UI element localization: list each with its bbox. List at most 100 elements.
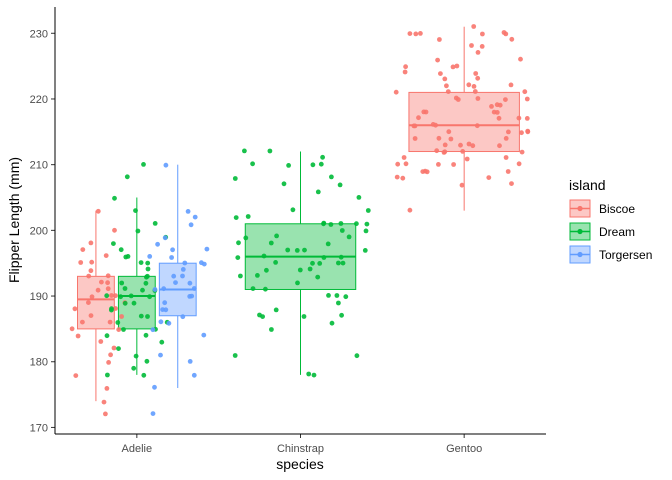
point-adelie-torgersen-5	[201, 332, 207, 338]
legend-title: island	[569, 177, 606, 193]
point-gentoo-biscoe-18	[519, 149, 525, 155]
point-gentoo-biscoe-53	[475, 96, 481, 101]
point-chinstrap-dream-56	[315, 189, 321, 195]
legend-key-point-biscoe	[577, 205, 583, 212]
y-tick-label-230: 230	[30, 28, 48, 40]
point-adelie-torgersen-1	[152, 384, 157, 390]
point-adelie-torgersen-31	[162, 235, 168, 241]
point-adelie-torgersen-30	[155, 241, 161, 247]
point-chinstrap-dream-36	[302, 247, 307, 253]
point-chinstrap-dream-60	[232, 176, 238, 181]
point-chinstrap-dream-2	[354, 353, 360, 359]
point-gentoo-biscoe-40	[430, 122, 436, 127]
point-adelie-torgersen-19	[187, 280, 193, 286]
point-gentoo-biscoe-86	[501, 30, 507, 35]
point-gentoo-biscoe-1	[509, 181, 514, 187]
point-adelie-torgersen-29	[170, 247, 176, 253]
point-gentoo-biscoe-58	[472, 89, 478, 94]
point-adelie-dream-39	[152, 221, 158, 226]
y-tick-label-170: 170	[30, 422, 48, 434]
point-adelie-biscoe-3	[73, 373, 79, 378]
point-adelie-dream-29	[144, 274, 149, 280]
point-chinstrap-dream-11	[336, 300, 341, 306]
point-gentoo-biscoe-80	[509, 36, 515, 42]
point-gentoo-biscoe-50	[489, 104, 494, 109]
point-gentoo-biscoe-36	[525, 128, 531, 134]
point-gentoo-biscoe-0	[407, 207, 413, 213]
point-chinstrap-dream-5	[329, 320, 335, 326]
point-gentoo-biscoe-28	[412, 136, 418, 141]
point-gentoo-biscoe-20	[434, 148, 440, 154]
point-adelie-biscoe-15	[113, 306, 118, 311]
x-tick-label-chinstrap: Chinstrap	[277, 443, 324, 455]
point-adelie-dream-1	[105, 372, 110, 378]
point-gentoo-biscoe-87	[471, 24, 477, 29]
point-adelie-biscoe-7	[98, 339, 104, 344]
point-chinstrap-dream-12	[326, 293, 331, 298]
point-gentoo-biscoe-56	[503, 97, 508, 102]
point-gentoo-biscoe-85	[407, 31, 413, 36]
point-adelie-dream-7	[104, 333, 110, 339]
y-tick-label-180: 180	[30, 357, 48, 369]
point-adelie-torgersen-34	[185, 209, 191, 214]
box-layer	[77, 26, 520, 402]
point-adelie-dream-32	[145, 260, 151, 266]
point-gentoo-biscoe-84	[413, 31, 419, 37]
point-adelie-torgersen-0	[150, 411, 156, 416]
point-adelie-biscoe-28	[88, 268, 94, 274]
point-chinstrap-dream-19	[315, 274, 321, 280]
point-chinstrap-dream-14	[334, 293, 340, 298]
point-chinstrap-dream-8	[260, 314, 265, 319]
point-adelie-dream-16	[109, 306, 114, 312]
point-adelie-biscoe-24	[99, 279, 104, 285]
point-adelie-torgersen-16	[191, 286, 197, 291]
point-gentoo-biscoe-60	[393, 89, 399, 95]
point-adelie-biscoe-20	[89, 294, 95, 300]
point-adelie-dream-27	[143, 280, 149, 286]
point-adelie-dream-43	[141, 162, 146, 167]
point-chinstrap-dream-51	[233, 215, 239, 221]
point-adelie-biscoe-4	[106, 360, 111, 365]
point-gentoo-biscoe-66	[475, 75, 481, 81]
point-adelie-biscoe-13	[119, 314, 124, 319]
point-chinstrap-dream-21	[264, 267, 269, 273]
point-gentoo-biscoe-55	[524, 96, 530, 102]
point-chinstrap-dream-17	[295, 280, 300, 286]
point-adelie-dream-38	[135, 228, 141, 234]
point-gentoo-biscoe-45	[524, 116, 530, 121]
point-adelie-torgersen-7	[166, 320, 172, 326]
point-gentoo-biscoe-42	[416, 115, 421, 121]
point-chinstrap-dream-35	[294, 248, 300, 253]
point-adelie-torgersen-15	[161, 286, 167, 292]
point-adelie-biscoe-10	[69, 326, 75, 332]
point-adelie-torgersen-4	[158, 352, 163, 358]
point-chinstrap-dream-31	[261, 253, 267, 259]
point-gentoo-biscoe-29	[436, 135, 442, 141]
point-gentoo-biscoe-17	[401, 155, 407, 160]
point-chinstrap-dream-28	[336, 260, 341, 266]
point-gentoo-biscoe-74	[435, 57, 440, 63]
point-chinstrap-dream-27	[310, 260, 315, 266]
point-gentoo-biscoe-7	[505, 169, 511, 174]
point-chinstrap-dream-18	[238, 273, 243, 279]
point-adelie-dream-21	[104, 293, 110, 299]
point-chinstrap-dream-39	[236, 240, 241, 246]
point-adelie-dream-22	[147, 294, 153, 300]
point-chinstrap-dream-65	[320, 154, 325, 160]
y-axis-ticks: 170 180 190 200 210 220 230	[30, 28, 55, 434]
x-axis-title: species	[276, 456, 323, 472]
point-gentoo-biscoe-11	[436, 162, 441, 167]
point-chinstrap-dream-34	[362, 248, 368, 253]
point-adelie-torgersen-6	[150, 327, 156, 333]
point-adelie-biscoe-1	[101, 399, 107, 405]
point-gentoo-biscoe-64	[466, 82, 472, 88]
point-chinstrap-dream-24	[340, 260, 346, 266]
point-chinstrap-dream-20	[255, 273, 260, 278]
point-chinstrap-dream-43	[339, 228, 345, 233]
point-chinstrap-dream-37	[325, 241, 331, 247]
point-gentoo-biscoe-23	[458, 142, 463, 148]
point-chinstrap-dream-4	[269, 327, 274, 332]
point-chinstrap-dream-59	[329, 174, 334, 180]
point-gentoo-biscoe-65	[508, 82, 514, 88]
point-adelie-dream-4	[133, 353, 139, 359]
